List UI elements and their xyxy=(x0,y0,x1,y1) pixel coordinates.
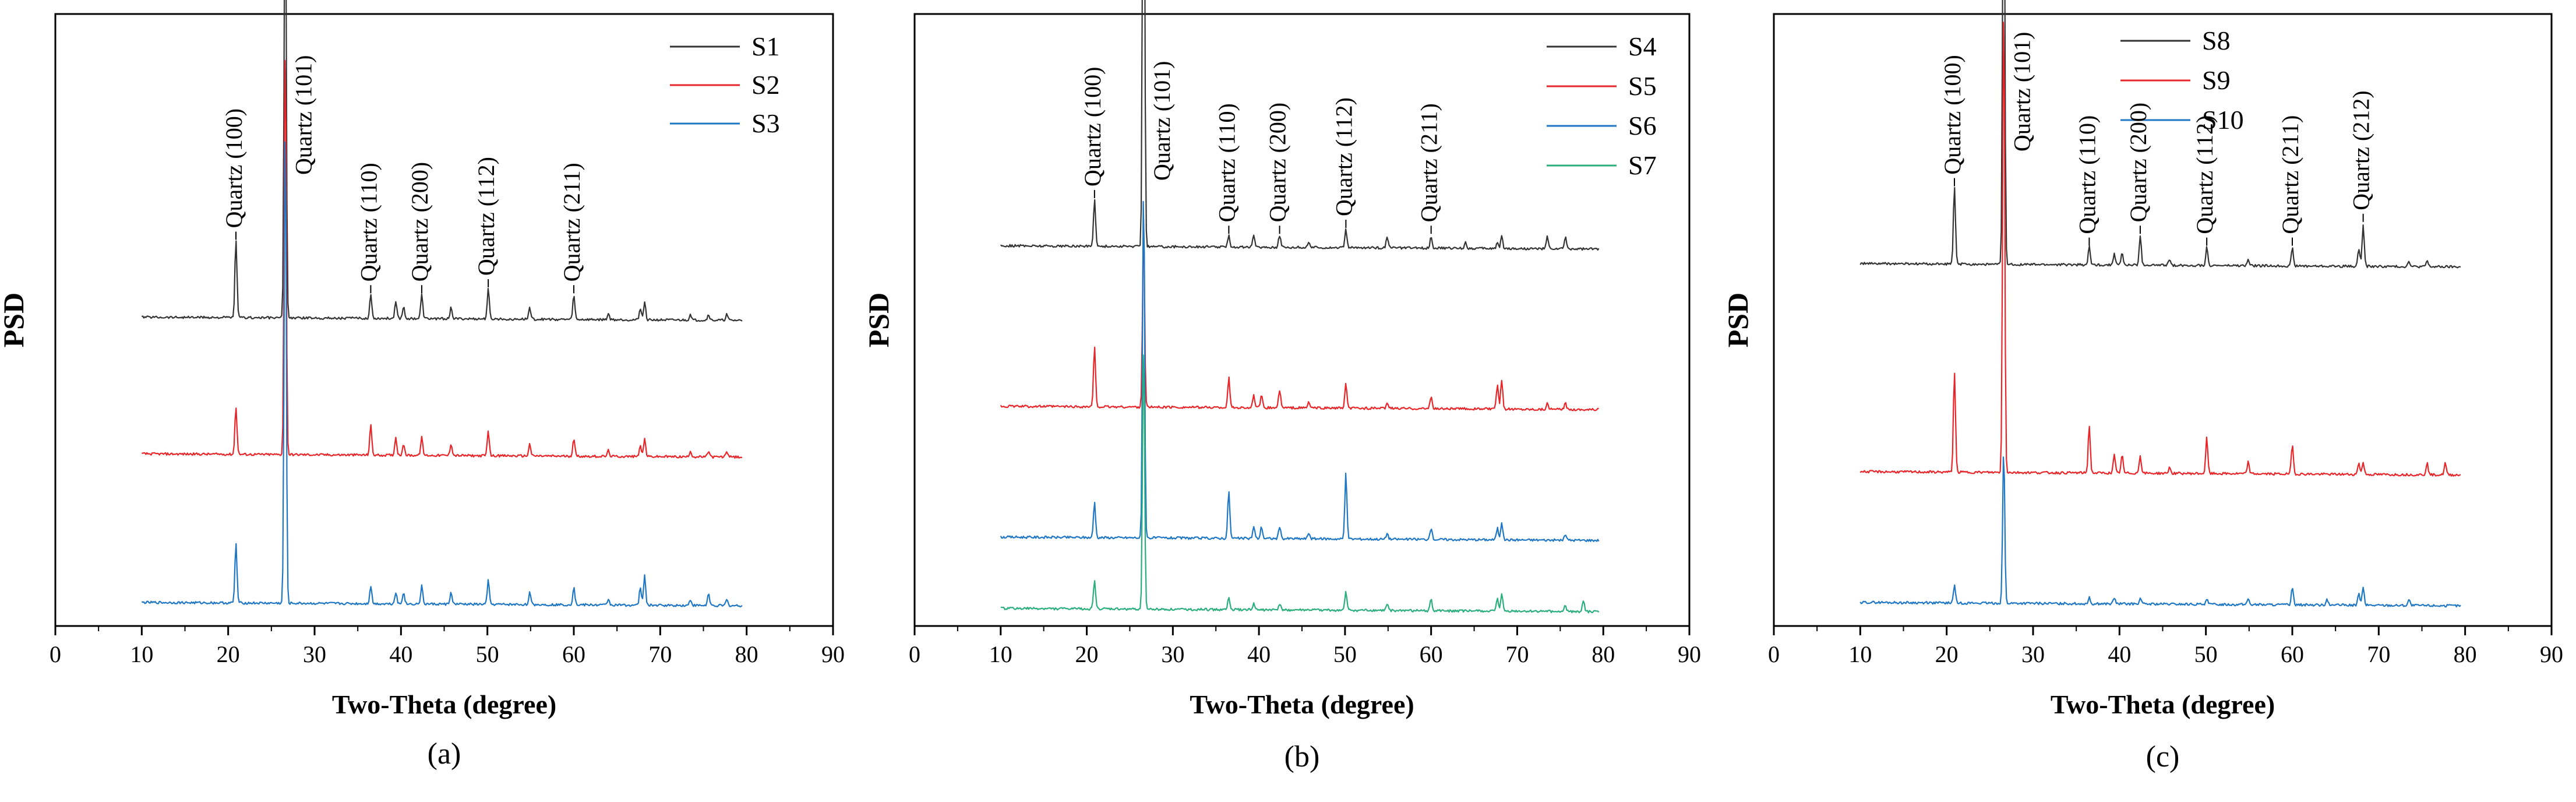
x-tick-label: 0 xyxy=(909,641,920,667)
x-tick-label: 30 xyxy=(303,641,326,667)
legend-label: S3 xyxy=(751,108,780,138)
peak-annotation: Quartz (110) xyxy=(1213,103,1240,222)
x-tick-label: 10 xyxy=(1848,641,1872,667)
panel-label: (a) xyxy=(428,737,461,771)
x-tick-label: 10 xyxy=(130,641,153,667)
plot-frame xyxy=(913,13,1691,627)
chart-panel-2: 0 10 20 30 40 50 60 70 80 90 Two-Theta (degree) PSD… xyxy=(862,0,1701,773)
legend-label: S9 xyxy=(2202,65,2231,95)
x-tick-label: 80 xyxy=(1592,641,1615,667)
legend-label: S6 xyxy=(1628,111,1657,140)
peak-annotation: Quartz (211) xyxy=(2277,115,2303,234)
x-tick-label: 40 xyxy=(1247,641,1271,667)
peak-annotation: Quartz (212) xyxy=(2348,90,2374,210)
series-line-S2 xyxy=(142,59,743,459)
peak-annotation: Quartz (112) xyxy=(473,157,499,276)
y-axis-label: PSD xyxy=(0,293,30,347)
peak-annotation: Quartz (100) xyxy=(221,108,247,228)
series-line-S8 xyxy=(1859,0,2461,269)
series-line-S6 xyxy=(1000,200,1600,542)
x-tick-label: 10 xyxy=(989,641,1012,667)
peak-annotation: Quartz (101) xyxy=(2009,32,2035,152)
legend-label: S8 xyxy=(2202,26,2231,55)
peak-annotation: Quartz (101) xyxy=(1149,61,1175,181)
x-tick-label: 50 xyxy=(1333,641,1357,667)
x-tick-label: 20 xyxy=(217,641,240,667)
x-tick-label: 50 xyxy=(2194,641,2218,667)
chart-panel-1: 0 10 20 30 40 50 60 70 80 90 Two-Theta (degree) PSD… xyxy=(0,0,845,771)
peak-annotation: Quartz (100) xyxy=(1939,55,1965,174)
y-axis-label: PSD xyxy=(1721,293,1754,347)
series-line-S4 xyxy=(1000,0,1600,251)
series-line-S7 xyxy=(1000,354,1600,614)
x-tick-label: 0 xyxy=(50,641,61,667)
series-line-S9 xyxy=(1859,22,2461,477)
x-axis-label: Two-Theta (degree) xyxy=(2051,690,2275,719)
x-axis-label: Two-Theta (degree) xyxy=(1190,690,1414,719)
peak-annotation: Quartz (211) xyxy=(1416,103,1442,222)
y-axis-label: PSD xyxy=(862,293,895,347)
x-tick-label: 60 xyxy=(2281,641,2304,667)
x-tick-label: 20 xyxy=(1075,641,1099,667)
peak-annotation: Quartz (101) xyxy=(291,55,317,175)
peak-annotation: Quartz (112) xyxy=(2192,115,2218,234)
legend-label: S7 xyxy=(1628,150,1657,180)
x-tick-label: 40 xyxy=(389,641,412,667)
legend-label: S10 xyxy=(2202,105,2244,135)
x-tick-label: 0 xyxy=(1768,641,1780,667)
series-line-S5 xyxy=(1000,238,1599,411)
peak-annotation: Quartz (200) xyxy=(1265,103,1291,222)
peak-annotation: Quartz (112) xyxy=(1331,97,1357,216)
legend-label: S1 xyxy=(751,31,780,61)
x-tick-label: 80 xyxy=(735,641,758,667)
peak-annotation: Quartz (211) xyxy=(559,163,585,282)
panel-label: (b) xyxy=(1285,740,1320,773)
x-tick-label: 70 xyxy=(648,641,672,667)
series-line-S10 xyxy=(1859,456,2461,608)
chart-panel-3: 0 10 20 30 40 50 60 70 80 90 Two-Theta (degree) PSD… xyxy=(1721,0,2563,773)
legend-label: S4 xyxy=(1628,31,1657,61)
peak-annotation: Quartz (110) xyxy=(2074,115,2100,234)
series-line-S3 xyxy=(141,141,743,608)
x-tick-label: 50 xyxy=(476,641,499,667)
peak-annotation: Quartz (110) xyxy=(355,163,382,282)
peak-annotation: Quartz (100) xyxy=(1079,67,1106,187)
x-tick-label: 20 xyxy=(1935,641,1959,667)
series-line-S1 xyxy=(141,0,743,322)
x-tick-label: 70 xyxy=(2367,641,2390,667)
peak-annotation: Quartz (200) xyxy=(2125,103,2151,222)
x-tick-label: 90 xyxy=(2540,641,2563,667)
x-tick-label: 60 xyxy=(562,641,585,667)
peak-annotation: Quartz (200) xyxy=(407,162,433,282)
legend-label: S5 xyxy=(1628,71,1657,101)
x-tick-label: 80 xyxy=(2454,641,2477,667)
x-tick-label: 30 xyxy=(2021,641,2045,667)
x-tick-label: 90 xyxy=(821,641,845,667)
x-tick-label: 70 xyxy=(1505,641,1529,667)
x-tick-label: 60 xyxy=(1420,641,1443,667)
x-tick-label: 90 xyxy=(1678,641,1701,667)
plot-frame xyxy=(1773,13,2553,627)
legend-label: S2 xyxy=(751,70,780,100)
panel-label: (c) xyxy=(2146,740,2180,773)
x-axis-label: Two-Theta (degree) xyxy=(332,690,556,719)
x-tick-label: 40 xyxy=(2108,641,2131,667)
x-tick-label: 30 xyxy=(1161,641,1184,667)
